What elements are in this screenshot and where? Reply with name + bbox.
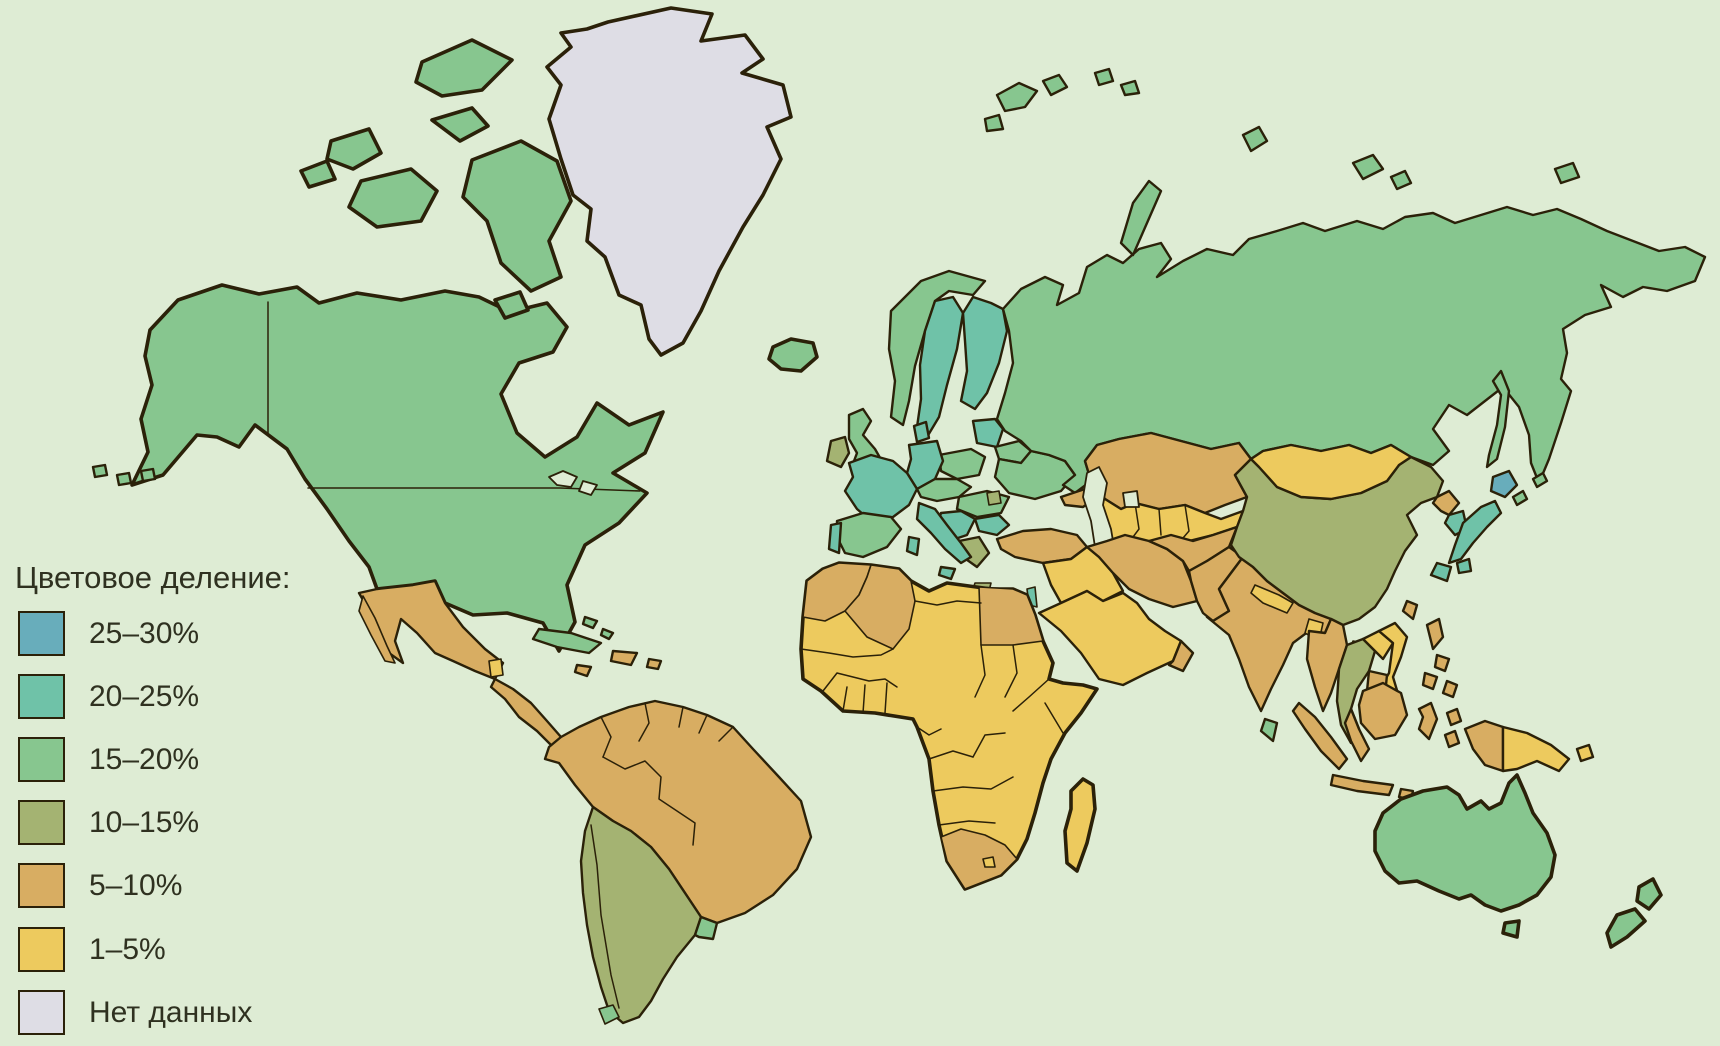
region-cuba bbox=[531, 627, 603, 655]
region-borneo bbox=[1357, 681, 1409, 741]
border-colombia-venezuela bbox=[600, 702, 734, 758]
region-france bbox=[843, 453, 919, 523]
region-svalbard bbox=[1041, 73, 1069, 97]
region-sri-lanka bbox=[1259, 717, 1279, 743]
borders-east-africa bbox=[972, 678, 1064, 758]
region-taiwan bbox=[1401, 599, 1419, 621]
region-sakhalin bbox=[1485, 369, 1511, 469]
region-baja bbox=[358, 595, 396, 664]
region-nz-north bbox=[1635, 877, 1663, 911]
region-lesotho bbox=[982, 856, 996, 868]
region-baffin bbox=[461, 139, 573, 293]
region-sweden bbox=[915, 295, 965, 439]
borders-sahel bbox=[800, 600, 1018, 698]
region-belize bbox=[488, 658, 504, 678]
region-honshu bbox=[1447, 499, 1503, 565]
great-lakes bbox=[548, 470, 578, 488]
region-devon bbox=[430, 106, 490, 143]
region-australia bbox=[1373, 773, 1557, 913]
region-sumatra bbox=[1291, 701, 1349, 771]
region-greenland bbox=[545, 6, 793, 357]
region-shikoku bbox=[1455, 557, 1473, 575]
region-franz-josef bbox=[1119, 79, 1141, 97]
region-puerto-rico bbox=[645, 657, 663, 671]
aral-sea bbox=[1122, 490, 1140, 508]
region-madagascar bbox=[1063, 777, 1097, 873]
borders-west-africa bbox=[822, 672, 898, 714]
region-bahamas bbox=[599, 627, 615, 641]
border-chile-argentina bbox=[590, 824, 620, 1009]
region-finland bbox=[959, 295, 1009, 411]
region-italy bbox=[915, 501, 973, 565]
region-oman bbox=[1167, 639, 1195, 673]
region-moluccas bbox=[1445, 707, 1463, 727]
region-new-britain bbox=[1575, 743, 1595, 763]
borders-central-africa bbox=[916, 726, 1014, 826]
region-sardinia bbox=[905, 535, 921, 557]
region-aleutians bbox=[139, 467, 157, 483]
region-java bbox=[1329, 773, 1395, 797]
region-philippines bbox=[1421, 671, 1439, 691]
region-hispaniola bbox=[609, 649, 639, 667]
region-svalbard bbox=[983, 113, 1005, 133]
region-sulawesi bbox=[1417, 701, 1439, 741]
region-wrangel bbox=[1553, 161, 1581, 185]
region-severnaya-zemlya bbox=[1241, 125, 1269, 153]
region-arabia bbox=[1037, 589, 1183, 687]
region-kyushu bbox=[1429, 561, 1453, 583]
region-philippines bbox=[1433, 653, 1451, 673]
region-philippines bbox=[1425, 617, 1445, 651]
region-bahamas bbox=[581, 615, 599, 630]
region-moldova bbox=[986, 490, 1002, 506]
region-southampton bbox=[493, 290, 530, 320]
region-portugal bbox=[827, 521, 843, 555]
region-franz-josef bbox=[1093, 67, 1115, 87]
region-levant bbox=[1041, 545, 1125, 605]
region-arctic-small bbox=[299, 159, 337, 189]
region-ireland bbox=[825, 435, 851, 469]
border-peru-brazil bbox=[602, 756, 696, 846]
region-ellesmere bbox=[414, 38, 514, 98]
region-baltics bbox=[971, 417, 1005, 449]
region-aleutians bbox=[115, 471, 133, 487]
region-denmark bbox=[912, 420, 931, 444]
region-kurils bbox=[1531, 471, 1549, 489]
region-poland bbox=[937, 447, 987, 481]
region-egypt bbox=[978, 586, 1044, 646]
region-tasmania bbox=[1501, 919, 1521, 939]
border-usa-canada bbox=[307, 487, 641, 492]
region-novaya-zemlya bbox=[1119, 179, 1163, 257]
region-banks-island bbox=[325, 127, 383, 171]
region-tierra-del-fuego bbox=[598, 1004, 620, 1025]
region-sicily bbox=[937, 565, 957, 581]
region-hokkaido bbox=[1489, 469, 1519, 499]
region-new-siberian bbox=[1389, 169, 1413, 191]
region-nz-south bbox=[1605, 907, 1647, 949]
region-central-europe bbox=[915, 477, 973, 503]
region-svalbard bbox=[995, 81, 1039, 113]
region-moluccas bbox=[1443, 729, 1461, 749]
region-new-siberian bbox=[1351, 153, 1385, 181]
region-papua-new-guinea bbox=[1501, 725, 1571, 773]
region-philippines bbox=[1441, 679, 1459, 699]
region-iceland bbox=[767, 337, 819, 373]
region-canada-usa bbox=[130, 283, 665, 653]
region-mongolia bbox=[1249, 443, 1413, 501]
great-lakes-east bbox=[578, 480, 598, 496]
region-bulgaria bbox=[973, 513, 1011, 537]
region-argentina-chile bbox=[579, 805, 703, 1025]
region-uruguay bbox=[693, 915, 719, 941]
region-jamaica bbox=[573, 663, 593, 678]
region-kurils bbox=[1511, 489, 1529, 507]
region-aleutians bbox=[91, 463, 109, 479]
region-malaysia bbox=[1343, 707, 1371, 763]
region-south-africa bbox=[940, 828, 1018, 890]
region-victoria-island bbox=[347, 167, 439, 229]
region-nepal bbox=[1250, 584, 1294, 614]
